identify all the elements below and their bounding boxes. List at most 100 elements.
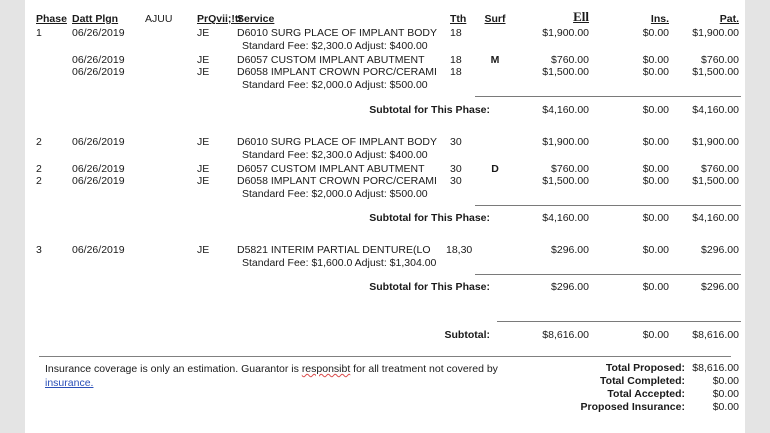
table-row-tooth: 18	[450, 27, 462, 39]
table-row-patient: $1,500.00	[692, 66, 739, 78]
table-row-patient: $296.00	[701, 244, 739, 256]
column-header-provider: PrQvii;!tr	[197, 13, 243, 25]
phase-subtotal-rule	[475, 96, 741, 97]
table-row-service: D6057 CUSTOM IMPLANT ABUTMENT	[237, 54, 425, 66]
table-row-date: 06/26/2019	[72, 163, 125, 175]
total-proposed-value: $8,616.00	[692, 362, 739, 374]
disclaimer-part-1: Insurance coverage is only an estimation…	[45, 363, 302, 375]
table-row-insurance: $0.00	[642, 27, 669, 39]
table-row-phase: 2	[36, 175, 42, 187]
table-row-fee-note: Standard Fee: $2,300.0 Adjust: $400.00	[242, 149, 428, 161]
total-completed-label: Total Completed:	[600, 375, 685, 387]
table-row-insurance: $0.00	[642, 163, 669, 175]
table-row-provider: JE	[197, 27, 210, 39]
grand-subtotal-label: Subtotal:	[444, 329, 491, 341]
page-left-margin	[0, 0, 25, 433]
table-row-fee: $1,900.00	[542, 136, 589, 148]
column-header-phase: Phase	[36, 13, 67, 25]
table-row-provider: JE	[197, 175, 210, 187]
table-row-date: 06/26/2019	[72, 136, 125, 148]
table-row-service: D6010 SURG PLACE OF IMPLANT BODY	[237, 27, 437, 39]
table-row-fee-note: Standard Fee: $2,000.0 Adjust: $500.00	[242, 79, 428, 91]
table-row-fee: $296.00	[551, 244, 589, 256]
table-row-phase: 1	[36, 27, 42, 39]
phase-subtotal-patient: $296.00	[701, 281, 739, 293]
table-row-patient: $1,900.00	[692, 136, 739, 148]
phase-subtotal-rule	[475, 274, 741, 275]
table-row-insurance: $0.00	[642, 136, 669, 148]
table-row-fee-note: Standard Fee: $2,300.0 Adjust: $400.00	[242, 40, 428, 52]
table-row-service: D6057 CUSTOM IMPLANT ABUTMENT	[237, 163, 425, 175]
table-row-tooth: 18	[450, 54, 462, 66]
grand-subtotal-insurance: $0.00	[642, 329, 669, 341]
table-row-fee-note: Standard Fee: $2,000.0 Adjust: $500.00	[242, 188, 428, 200]
phase-subtotal-rule	[475, 205, 741, 206]
table-row-fee: $1,900.00	[542, 27, 589, 39]
table-row-patient: $1,500.00	[692, 175, 739, 187]
table-row-surface: D	[491, 163, 499, 175]
table-row-provider: JE	[197, 66, 210, 78]
phase-subtotal-fee: $4,160.00	[542, 212, 589, 224]
table-row-fee: $760.00	[551, 163, 589, 175]
table-row-tooth: 30	[450, 136, 462, 148]
table-row-service: D6058 IMPLANT CROWN PORC/CERAMI	[237, 175, 437, 187]
disclaimer-part-2: for all treatment not covered by	[350, 363, 498, 375]
table-row-tooth: 30	[450, 163, 462, 175]
table-row-insurance: $0.00	[642, 54, 669, 66]
total-accepted-label: Total Accepted:	[607, 388, 685, 400]
table-row-date: 06/26/2019	[72, 27, 125, 39]
table-row-insurance: $0.00	[642, 175, 669, 187]
phase-subtotal-label: Subtotal for This Phase:	[369, 104, 490, 116]
treatment-plan-document: Phase Datt Plgn AJUU PrQvii;!tr Service …	[25, 0, 745, 433]
table-row-provider: JE	[197, 54, 210, 66]
disclaimer-misspelled-word: responsibt	[301, 363, 351, 375]
column-header-date-plan: Datt Plgn	[72, 13, 119, 25]
phase-subtotal-label: Subtotal for This Phase:	[369, 212, 490, 224]
proposed-insurance-label: Proposed Insurance:	[580, 401, 685, 413]
grand-subtotal-rule	[497, 321, 741, 322]
column-header-insurance: Ins.	[650, 13, 669, 25]
table-row-date: 06/26/2019	[72, 244, 125, 256]
table-row-date: 06/26/2019	[72, 175, 125, 187]
column-header-surface: Surf	[484, 13, 506, 25]
table-row-provider: JE	[197, 244, 210, 256]
table-row-fee: $1,500.00	[542, 175, 589, 187]
insurance-link[interactable]: insurance	[45, 377, 91, 389]
table-row-provider: JE	[197, 136, 210, 148]
table-row-tooth: 18,30	[446, 244, 473, 256]
column-header-ajuu: AJUU	[145, 13, 173, 25]
table-row-date: 06/26/2019	[72, 66, 125, 78]
column-header-patient: Pat.	[719, 13, 739, 25]
phase-subtotal-insurance: $0.00	[642, 281, 669, 293]
phase-subtotal-patient: $4,160.00	[692, 104, 739, 116]
table-row-tooth: 18	[450, 66, 462, 78]
proposed-insurance-value: $0.00	[712, 401, 739, 413]
phase-subtotal-insurance: $0.00	[642, 104, 669, 116]
phase-subtotal-patient: $4,160.00	[692, 212, 739, 224]
footer-separator	[39, 356, 731, 357]
total-completed-value: $0.00	[712, 375, 739, 387]
table-row-patient: $1,900.00	[692, 27, 739, 39]
phase-subtotal-insurance: $0.00	[642, 212, 669, 224]
table-row-phase: 3	[36, 244, 42, 256]
table-row-tooth: 30	[450, 175, 462, 187]
table-row-patient: $760.00	[701, 54, 739, 66]
phase-subtotal-label: Subtotal for This Phase:	[369, 281, 490, 293]
table-row-patient: $760.00	[701, 163, 739, 175]
table-row-service: D6058 IMPLANT CROWN PORC/CERAMI	[237, 66, 437, 78]
phase-subtotal-fee: $4,160.00	[542, 104, 589, 116]
disclaimer-text: Insurance coverage is only an estimation…	[45, 362, 505, 390]
table-row-date: 06/26/2019	[72, 54, 125, 66]
table-row-phase: 2	[36, 136, 42, 148]
page-right-margin	[745, 0, 770, 433]
table-row-insurance: $0.00	[642, 244, 669, 256]
table-row-phase: 2	[36, 163, 42, 175]
total-accepted-value: $0.00	[712, 388, 739, 400]
disclaimer-part-3: .	[90, 377, 94, 389]
document-sheet: Phase Datt Plgn AJUU PrQvii;!tr Service …	[25, 0, 745, 433]
column-header-fee: Ell	[573, 9, 589, 24]
grand-subtotal-fee: $8,616.00	[542, 329, 589, 341]
table-row-service: D6010 SURG PLACE OF IMPLANT BODY	[237, 136, 437, 148]
grand-subtotal-patient: $8,616.00	[692, 329, 739, 341]
table-row-insurance: $0.00	[642, 66, 669, 78]
